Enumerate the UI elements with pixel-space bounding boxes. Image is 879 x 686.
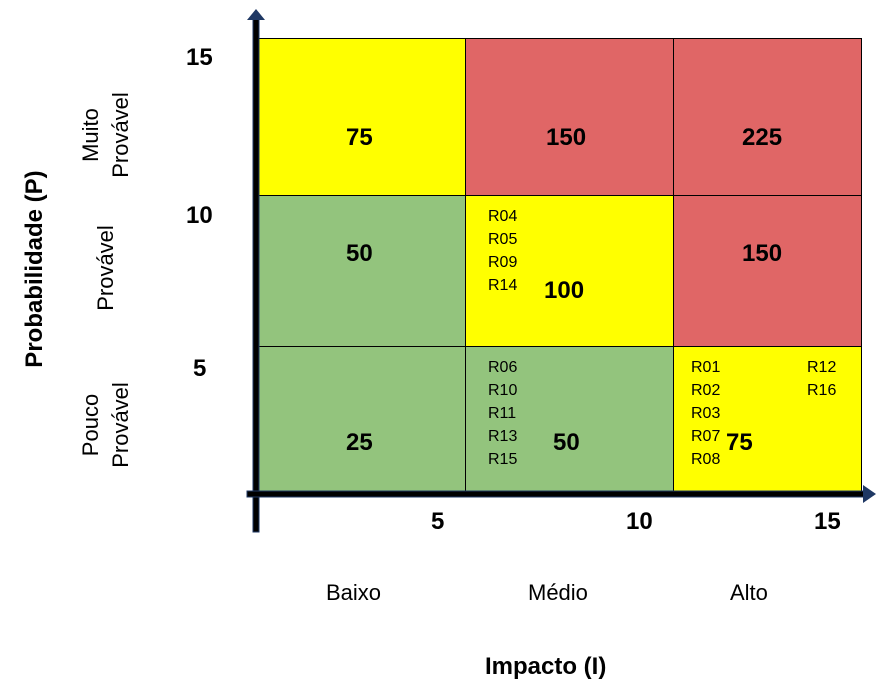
risk-id: R13: [488, 428, 518, 445]
risk-id: R12: [807, 359, 837, 376]
risk-id: R07: [691, 428, 721, 445]
risk-id: R15: [488, 451, 518, 468]
cell-score: 25: [346, 429, 373, 456]
row-label-pouco-provavel: Pouco Provável: [76, 365, 136, 485]
risk-id: R01: [691, 359, 721, 376]
cell-provavel-medio: R04 R05 R09 R14 100: [465, 195, 674, 347]
row-label-line: Provável: [108, 92, 133, 178]
risk-list: R06 R10 R11 R13 R15: [488, 356, 517, 471]
cell-score: 75: [346, 124, 373, 151]
risk-id: R06: [488, 359, 518, 376]
row-label-line: Provável: [108, 382, 133, 468]
x-tick-label: 15: [814, 508, 841, 535]
row-label-line: Pouco: [78, 393, 103, 457]
risk-list-right: R12 R16: [807, 356, 836, 402]
x-category-label: Alto: [730, 580, 768, 605]
risk-id: R11: [488, 405, 517, 422]
y-axis-arrow: [247, 9, 265, 20]
cell-pouco-alto: R01 R02 R03 R07 R08 R12 R16 75: [673, 346, 862, 494]
y-axis-title: Probabilidade (P): [21, 170, 48, 368]
cell-score: 50: [346, 240, 373, 267]
risk-id: R05: [488, 231, 518, 248]
row-label-line: Muito: [78, 108, 103, 162]
x-tick-label: 5: [431, 508, 445, 535]
cell-pouco-baixo: 25: [258, 346, 466, 494]
row-label-line: Provável: [93, 225, 118, 311]
y-tick-label: 15: [186, 44, 213, 71]
cell-muito-medio: 150: [465, 38, 674, 196]
x-tick-label: 10: [626, 508, 653, 535]
risk-id: R03: [691, 405, 721, 422]
risk-id: R04: [488, 208, 518, 225]
x-axis-arrow: [863, 485, 876, 503]
risk-id: R16: [807, 382, 837, 399]
cell-score: 75: [726, 429, 753, 456]
cell-score: 50: [553, 429, 580, 456]
row-label-muito-provavel: Muito Provável: [76, 75, 136, 195]
risk-id: R02: [691, 382, 721, 399]
cell-score: 100: [544, 277, 585, 304]
risk-id: R09: [488, 254, 518, 271]
risk-id: R10: [488, 382, 518, 399]
cell-provavel-alto: 150: [673, 195, 862, 347]
risk-id: R08: [691, 451, 721, 468]
risk-id: R14: [488, 277, 518, 294]
cell-score: 225: [742, 124, 783, 151]
cell-score: 150: [742, 240, 783, 267]
risk-list: R01 R02 R03 R07 R08: [691, 356, 720, 471]
cell-pouco-medio: R06 R10 R11 R13 R15 50: [465, 346, 674, 494]
cell-muito-baixo: 75: [258, 38, 466, 196]
cell-score: 150: [546, 124, 587, 151]
x-axis-title: Impacto (I): [485, 653, 607, 680]
row-label-provavel: Provável: [91, 208, 121, 328]
x-category-label: Médio: [528, 580, 588, 605]
cell-muito-alto: 225: [673, 38, 862, 196]
cell-provavel-baixo: 50: [258, 195, 466, 347]
y-tick-label: 5: [193, 355, 207, 382]
y-tick-label: 10: [186, 202, 213, 229]
risk-list: R04 R05 R09 R14: [488, 205, 517, 297]
x-category-label: Baixo: [326, 580, 382, 605]
